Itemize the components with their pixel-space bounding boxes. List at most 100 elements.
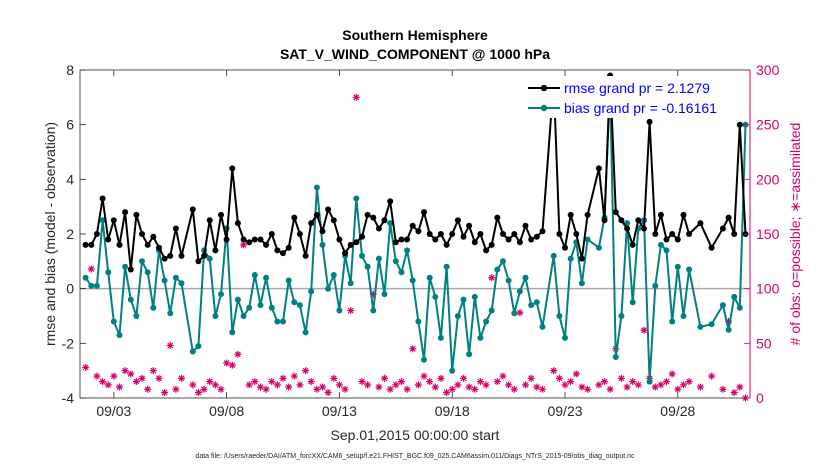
obs-star-stroke bbox=[353, 94, 360, 101]
rmse-point bbox=[156, 244, 162, 251]
obs-count-marker bbox=[82, 363, 90, 371]
obs-count-marker bbox=[510, 385, 518, 393]
obs-star-stroke bbox=[629, 378, 636, 385]
obs-star-stroke bbox=[432, 384, 439, 390]
bias-series-line bbox=[84, 85, 747, 383]
y-tick-label: 6 bbox=[66, 117, 74, 133]
obs-count-marker bbox=[268, 378, 276, 386]
bias-point bbox=[669, 318, 676, 325]
obs-star-stroke bbox=[438, 375, 444, 382]
obs-count-marker bbox=[104, 381, 112, 389]
obs-star-stroke bbox=[663, 378, 670, 385]
bias-point bbox=[488, 307, 495, 314]
rmse-point bbox=[404, 236, 411, 243]
obs-count-marker bbox=[364, 381, 372, 389]
rmse-point bbox=[387, 198, 394, 205]
obs-count-marker bbox=[228, 361, 236, 369]
rmse-point bbox=[522, 222, 529, 229]
bias-point bbox=[319, 241, 326, 248]
obs-star-stroke bbox=[454, 381, 461, 388]
rmse-point bbox=[674, 236, 681, 243]
obs-star-stroke bbox=[99, 378, 106, 385]
bias-point bbox=[364, 263, 371, 270]
obs-count-marker bbox=[99, 378, 107, 386]
obs-count-marker bbox=[460, 374, 468, 382]
obs-star-stroke bbox=[511, 386, 518, 393]
x-tick-label: 09/13 bbox=[322, 403, 357, 419]
rmse-point bbox=[663, 236, 670, 243]
obs-count-marker bbox=[166, 342, 174, 350]
rmse-point bbox=[127, 266, 134, 273]
bias-point bbox=[218, 291, 224, 298]
obs-star-stroke bbox=[105, 381, 112, 388]
obs-star-stroke bbox=[674, 386, 681, 393]
obs-star-stroke bbox=[720, 386, 726, 393]
obs-star-stroke bbox=[308, 378, 315, 385]
obs-star-stroke bbox=[533, 384, 540, 390]
rmse-point bbox=[375, 225, 382, 232]
rmse-point bbox=[415, 228, 422, 235]
axis-ticks: 09/03 09/08 09/13 09/18 09/23 09/28 -4 -2 0 2 4 6 8 0… bbox=[62, 62, 780, 419]
obs-star-stroke bbox=[398, 378, 405, 385]
y-tick-label: 4 bbox=[66, 171, 74, 187]
obs-star-stroke bbox=[93, 373, 100, 380]
obs-count-marker bbox=[414, 381, 422, 389]
bias-point bbox=[296, 302, 303, 309]
obs-star-stroke bbox=[415, 381, 422, 388]
rmse-point bbox=[139, 231, 145, 237]
y-tick-label: 8 bbox=[66, 62, 74, 78]
obs-count-marker bbox=[600, 378, 608, 386]
bias-point bbox=[347, 280, 354, 287]
obs-star-stroke bbox=[595, 381, 602, 388]
bias-point bbox=[686, 266, 693, 273]
rmse-point bbox=[539, 228, 546, 235]
obs-star-stroke bbox=[364, 381, 371, 388]
obs-count-marker bbox=[341, 385, 349, 393]
obs-count-marker bbox=[245, 381, 253, 389]
obs-star-stroke bbox=[212, 381, 219, 388]
obs-star-stroke bbox=[686, 378, 693, 385]
rmse-point bbox=[302, 252, 309, 259]
rmse-point bbox=[635, 217, 642, 224]
legend-bias-marker bbox=[540, 104, 548, 112]
bias-point bbox=[612, 354, 619, 360]
obs-star-stroke bbox=[280, 375, 286, 382]
bias-point bbox=[511, 310, 518, 317]
obs-star-stroke bbox=[116, 384, 123, 390]
bias-point bbox=[110, 318, 117, 325]
rmse-point bbox=[505, 236, 512, 243]
obs-count-marker bbox=[550, 367, 558, 375]
rmse-point bbox=[144, 241, 151, 248]
bias-point bbox=[257, 302, 264, 309]
obs-star-stroke bbox=[392, 381, 399, 388]
rmse-point bbox=[319, 228, 326, 235]
bias-point bbox=[460, 296, 467, 303]
rmse-point bbox=[398, 236, 405, 243]
y-tick-label: -2 bbox=[62, 335, 75, 351]
obs-star-stroke bbox=[325, 389, 332, 396]
obs-count-marker bbox=[606, 385, 614, 393]
obs-star-stroke bbox=[500, 373, 506, 380]
bias-point bbox=[195, 343, 202, 350]
obs-star-stroke bbox=[234, 351, 241, 358]
obs-star-stroke bbox=[635, 381, 642, 388]
obs-count-marker bbox=[206, 378, 214, 386]
rmse-point bbox=[330, 217, 337, 224]
obs-star-stroke bbox=[488, 274, 495, 281]
bias-point bbox=[291, 299, 298, 306]
bias-point bbox=[657, 241, 664, 248]
y2-axis-label: # of obs: o=possible; ∗=assimilated bbox=[787, 123, 803, 346]
bias-point bbox=[680, 313, 687, 319]
rmse-point bbox=[291, 214, 298, 221]
y-axis-label: rmse and bias (model - observation) bbox=[42, 122, 58, 346]
x-tick-label: 09/28 bbox=[660, 403, 695, 419]
rmse-point bbox=[99, 195, 106, 202]
obs-count-marker bbox=[194, 389, 202, 397]
rmse-point bbox=[629, 241, 636, 248]
obs-count-marker bbox=[663, 378, 671, 386]
bias-point bbox=[404, 247, 411, 254]
obs-star-stroke bbox=[618, 375, 625, 382]
rmse-point bbox=[229, 165, 236, 172]
bias-point bbox=[212, 313, 219, 319]
obs-star-stroke bbox=[573, 371, 580, 377]
